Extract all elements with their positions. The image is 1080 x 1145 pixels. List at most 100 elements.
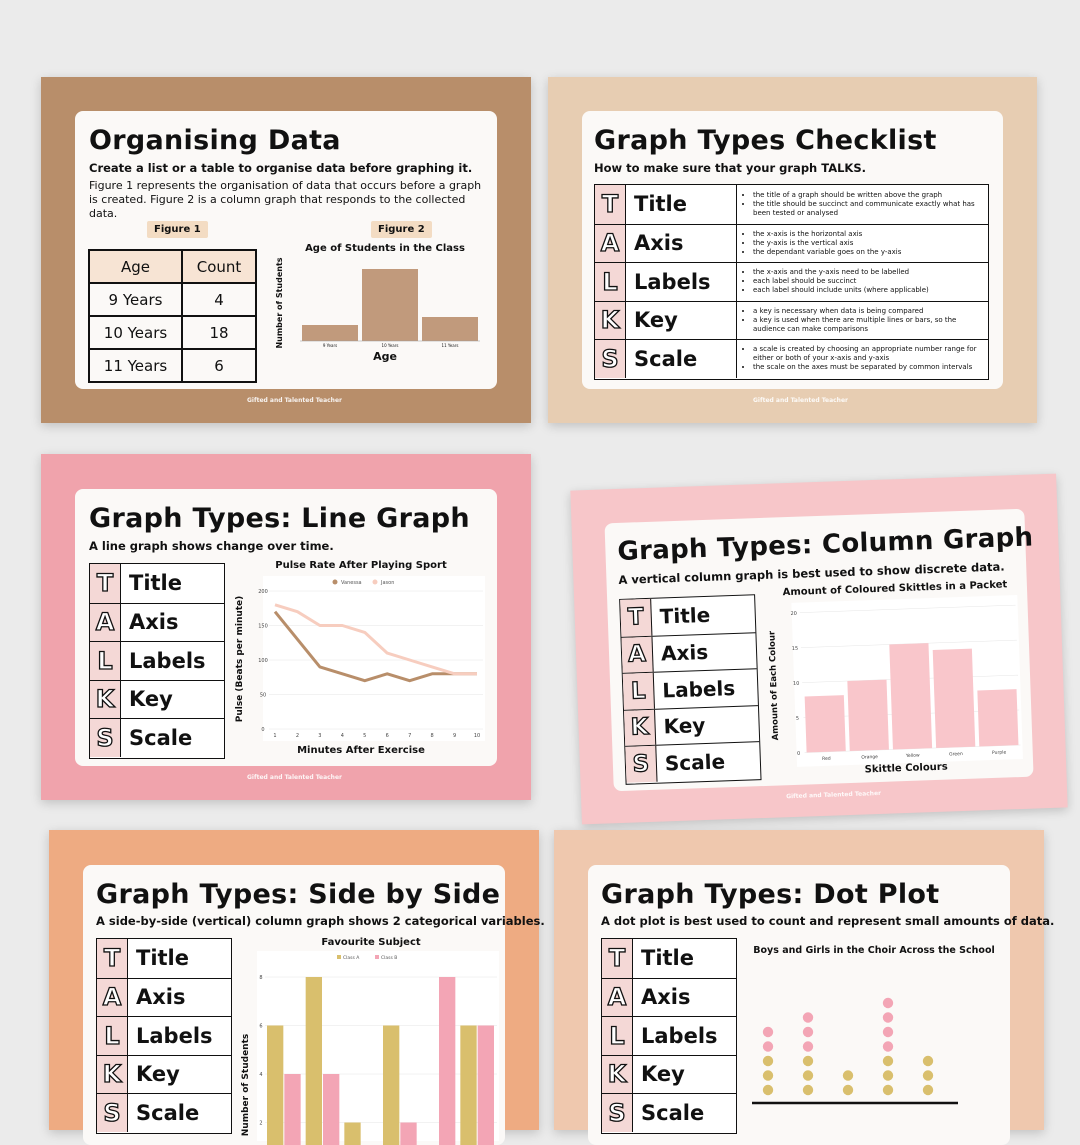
description-item: a scale is created by choosing an approp… bbox=[753, 345, 988, 363]
dot bbox=[883, 1085, 893, 1095]
description-item: the x-axis is the horizontal axis bbox=[753, 230, 901, 239]
chart-title: Favourite Subject bbox=[321, 937, 421, 948]
talks-row: SScalea scale is created by choosing an … bbox=[595, 339, 988, 378]
content-panel: Graph Types: Dot Plot A dot plot is best… bbox=[588, 865, 1010, 1145]
y-axis-label: Number of Students bbox=[275, 257, 284, 348]
plot-area bbox=[263, 576, 485, 741]
y-tick-label: 2 bbox=[259, 1121, 262, 1127]
page-title: Graph Types Checklist bbox=[594, 125, 937, 156]
description-list: the x-axis is the horizontal axisthe y-a… bbox=[745, 230, 901, 257]
y-tick-label: 200 bbox=[258, 589, 268, 595]
talks-description: the x-axis and the y-axis need to be lab… bbox=[736, 263, 988, 301]
legend-label: Jason bbox=[380, 580, 394, 586]
talks-word: Scale bbox=[136, 1094, 199, 1132]
x-tick-label: 9 bbox=[453, 733, 456, 739]
talks-letter: L bbox=[623, 673, 655, 710]
dot bbox=[843, 1085, 853, 1095]
y-tick-label: 0 bbox=[261, 727, 264, 733]
x-tick-label: 2 bbox=[296, 733, 299, 739]
bar bbox=[383, 1026, 399, 1145]
talks-word: Axis bbox=[634, 225, 684, 263]
talks-description: the title of a graph should be written a… bbox=[736, 185, 988, 224]
description-list: the x-axis and the y-axis need to be lab… bbox=[745, 268, 929, 295]
y-tick-label: 15 bbox=[792, 646, 799, 652]
talks-description: a key is necessary when data is being co… bbox=[736, 302, 988, 340]
dot bbox=[763, 1085, 773, 1095]
dot bbox=[923, 1056, 933, 1066]
x-tick-label: Red bbox=[822, 756, 831, 762]
x-tick-label: 11 Years bbox=[442, 343, 459, 348]
talks-word: Labels bbox=[634, 263, 711, 301]
description-item: the title should be succinct and communi… bbox=[753, 200, 988, 218]
table-header-row: Age Count bbox=[89, 250, 256, 283]
dot bbox=[883, 1070, 893, 1080]
chart-title: Pulse Rate After Playing Sport bbox=[275, 560, 447, 571]
talks-word: Axis bbox=[641, 979, 691, 1017]
y-tick-label: 8 bbox=[259, 975, 262, 981]
talks-letter: T bbox=[97, 939, 128, 978]
talks-word: Scale bbox=[634, 340, 697, 378]
legend-label: Class B bbox=[381, 955, 397, 961]
dot bbox=[763, 1027, 773, 1037]
talks-word: Labels bbox=[129, 642, 206, 680]
poster-graph-checklist: Graph Types Checklist How to make sure t… bbox=[548, 77, 1037, 423]
chart-title: Boys and Girls in the Choir Across the S… bbox=[753, 945, 994, 956]
table-header: Count bbox=[182, 250, 256, 283]
dot bbox=[763, 1070, 773, 1080]
bar bbox=[439, 977, 455, 1145]
y-tick-label: 6 bbox=[259, 1024, 262, 1030]
x-tick-label: 5 bbox=[363, 733, 366, 739]
y-axis-label: Pulse (Beats per minute) bbox=[235, 596, 245, 723]
dot bbox=[803, 1070, 813, 1080]
description-item: the scale on the axes must be separated … bbox=[753, 363, 988, 372]
talks-letter: K bbox=[90, 681, 121, 719]
x-tick-label: 9 Years bbox=[323, 343, 337, 348]
description-list: a key is necessary when data is being co… bbox=[745, 307, 988, 334]
talks-letter: K bbox=[624, 709, 656, 746]
legend-marker bbox=[333, 580, 338, 585]
talks-row: TTitlethe title of a graph should be wri… bbox=[595, 185, 988, 224]
legend-label: Class A bbox=[343, 955, 360, 961]
talks-letter: L bbox=[97, 1017, 128, 1055]
table-cell: 11 Years bbox=[89, 349, 182, 382]
description: Figure 1 represents the organisation of … bbox=[89, 179, 484, 221]
talks-word: Labels bbox=[662, 670, 736, 708]
legend-marker bbox=[375, 955, 379, 959]
subtitle: A dot plot is best used to count and rep… bbox=[601, 914, 1054, 928]
y-tick-label: 4 bbox=[259, 1072, 262, 1078]
x-axis-label: Minutes After Exercise bbox=[297, 745, 425, 756]
talks-word: Title bbox=[634, 185, 687, 224]
bar bbox=[267, 1026, 283, 1145]
dot bbox=[803, 1012, 813, 1022]
bar bbox=[422, 317, 478, 341]
talks-word: Scale bbox=[664, 743, 725, 781]
talks-word: Axis bbox=[660, 634, 708, 671]
talks-letter: S bbox=[90, 719, 121, 757]
bar bbox=[977, 689, 1018, 746]
watermark: Gifted and Talented Teacher bbox=[753, 397, 848, 404]
page-title: Organising Data bbox=[89, 125, 341, 156]
bar bbox=[460, 1026, 476, 1145]
content-panel: Organising Data Create a list or a table… bbox=[75, 111, 497, 389]
dot bbox=[803, 1027, 813, 1037]
x-tick-label: 10 Years bbox=[382, 343, 399, 348]
description-item: each label should be succinct bbox=[753, 277, 929, 286]
x-tick-label: 10 bbox=[474, 733, 480, 739]
table-cell: 4 bbox=[182, 283, 256, 316]
subtitle: A line graph shows change over time. bbox=[89, 539, 334, 553]
bar bbox=[805, 695, 846, 752]
content-panel: Graph Types: Side by Side A side-by-side… bbox=[83, 865, 505, 1145]
talks-row: AAxisthe x-axis is the horizontal axisth… bbox=[595, 224, 988, 263]
